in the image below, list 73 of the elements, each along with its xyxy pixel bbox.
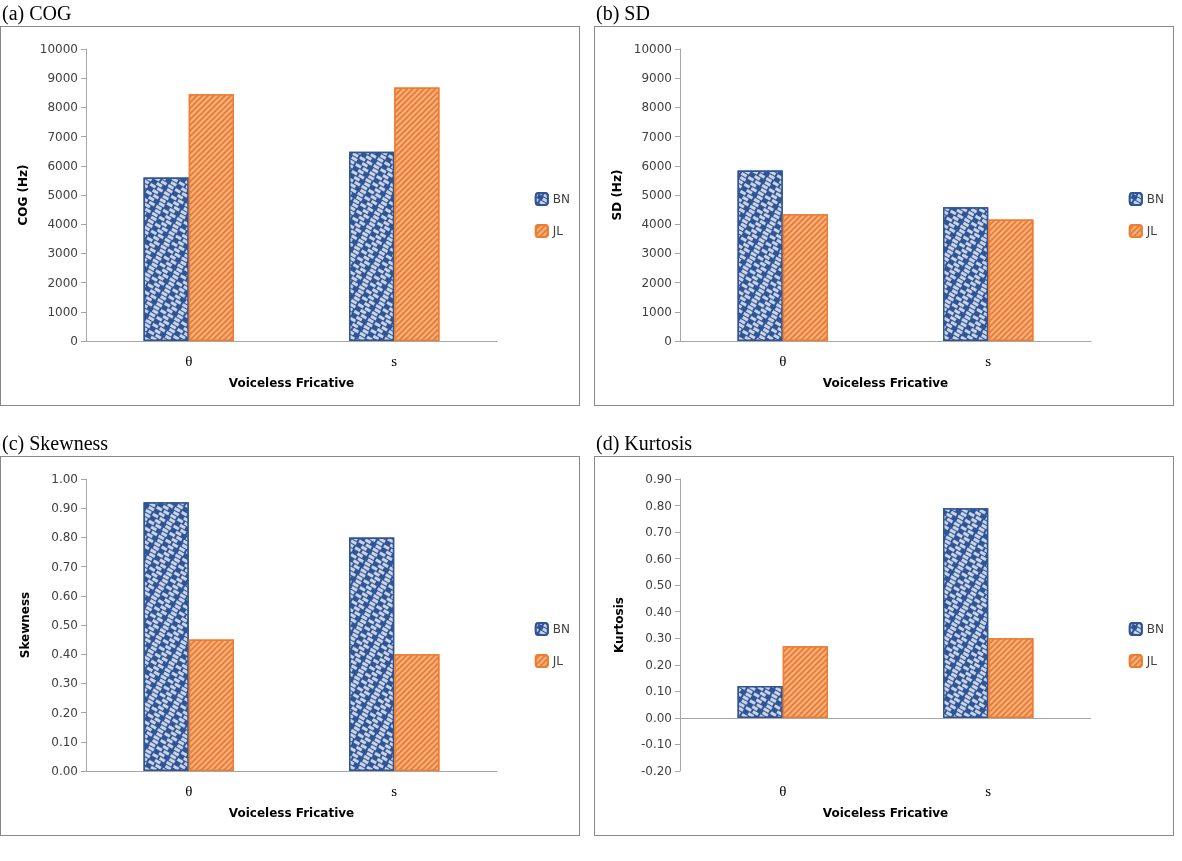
y-tick-label: 0.50: [645, 578, 672, 593]
chart-title: (b) SD: [595, 1, 651, 26]
y-tick-label: 10000: [39, 42, 78, 56]
y-tick-label: 6000: [641, 158, 672, 173]
y-tick-label: 8000: [47, 100, 78, 115]
y-tick-label: -0.10: [640, 737, 672, 752]
legend-label: JL: [551, 224, 564, 238]
legend-label: BN: [552, 622, 571, 636]
legend-label: BN: [1146, 192, 1165, 206]
x-axis-title: Voiceless Fricative: [228, 806, 355, 820]
y-tick-label: 0: [664, 334, 672, 348]
y-tick-label: 0.60: [645, 551, 672, 566]
y-tick-label: 0.00: [645, 710, 672, 725]
x-tick-label: s: [391, 782, 398, 799]
y-tick-label: 0.30: [51, 676, 78, 691]
y-tick-label: 7000: [641, 129, 672, 144]
x-tick-label: θ: [779, 782, 787, 799]
y-tick-label: 0.20: [51, 705, 78, 720]
y-tick-label: -0.20: [640, 764, 672, 778]
y-tick-label: 0.10: [645, 684, 672, 699]
y-axis-title: Kurtosis: [612, 597, 626, 653]
y-tick-label: 0.10: [51, 734, 78, 749]
y-tick-label: 0.20: [645, 657, 672, 672]
legend-label: JL: [1145, 224, 1158, 238]
y-tick-label: 0.60: [51, 588, 78, 603]
legend-label: JL: [1145, 654, 1158, 668]
y-tick-label: 2000: [47, 275, 78, 290]
x-tick-label: s: [985, 352, 992, 369]
y-tick-label: 0.40: [51, 647, 78, 662]
x-axis-title: Voiceless Fricative: [822, 376, 949, 390]
y-tick-label: 0.80: [645, 498, 672, 513]
x-tick-label: s: [985, 782, 992, 799]
x-tick-label: θ: [185, 782, 193, 799]
legend-label: BN: [552, 192, 571, 206]
y-tick-label: 5000: [47, 188, 78, 202]
y-tick-label: 4000: [641, 217, 672, 232]
chart-title: (a) COG: [1, 1, 73, 26]
y-tick-label: 9000: [47, 71, 78, 86]
chart-title: (d) Kurtosis: [595, 431, 694, 456]
y-tick-label: 1000: [641, 304, 672, 319]
x-axis-title: Voiceless Fricative: [228, 376, 355, 390]
y-tick-label: 6000: [47, 158, 78, 173]
y-tick-label: 4000: [47, 217, 78, 232]
y-tick-label: 1.00: [51, 472, 78, 486]
y-axis-title: COG (Hz): [15, 164, 30, 226]
y-tick-label: 0.50: [51, 618, 78, 632]
y-tick-label: 8000: [641, 100, 672, 115]
y-tick-label: 0.70: [51, 559, 78, 574]
y-axis-title: SD (Hz): [609, 169, 624, 221]
y-tick-label: 0.70: [645, 525, 672, 540]
y-tick-label: 0.40: [645, 604, 672, 619]
y-tick-label: 7000: [47, 129, 78, 144]
y-tick-label: 0.00: [51, 764, 78, 778]
y-tick-label: 0.90: [51, 501, 78, 516]
y-tick-label: 2000: [641, 275, 672, 290]
x-tick-label: θ: [185, 352, 193, 369]
x-tick-label: θ: [779, 352, 787, 369]
legend-label: BN: [1146, 622, 1165, 636]
y-tick-label: 3000: [47, 246, 78, 261]
y-tick-label: 10000: [633, 42, 672, 56]
y-tick-label: 1000: [47, 304, 78, 319]
y-tick-label: 9000: [641, 71, 672, 86]
x-tick-label: s: [391, 352, 398, 369]
y-axis-title: Skewness: [18, 591, 32, 659]
y-tick-label: 5000: [641, 188, 672, 202]
chart-title: (c) Skewness: [1, 431, 110, 456]
y-tick-label: 0: [70, 334, 78, 348]
y-tick-label: 3000: [641, 246, 672, 261]
y-tick-label: 0.30: [645, 631, 672, 646]
legend-label: JL: [551, 654, 564, 668]
y-tick-label: 0.80: [51, 530, 78, 545]
x-axis-title: Voiceless Fricative: [822, 806, 949, 820]
y-tick-label: 0.90: [645, 472, 672, 486]
